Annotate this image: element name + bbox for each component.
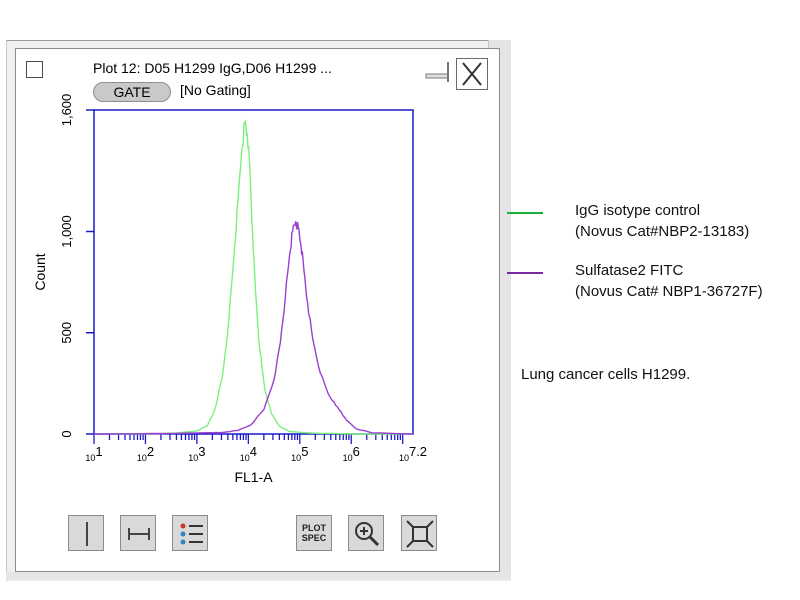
- minimize-icon[interactable]: [424, 60, 452, 84]
- close-icon[interactable]: [456, 58, 488, 90]
- fit-to-window-icon: [406, 520, 434, 548]
- x-tick-label: 106: [343, 444, 360, 463]
- x-tick-label: 102: [137, 444, 154, 463]
- y-axis-title: Count: [32, 253, 48, 290]
- x-tick-label: 107.2: [399, 444, 427, 463]
- x-tick-label: 104: [240, 444, 257, 463]
- x-axis-title: FL1-A: [234, 469, 273, 485]
- range-icon: [128, 528, 150, 540]
- y-tick-label: 1,600: [59, 94, 74, 127]
- x-tick-label: 101: [85, 444, 102, 463]
- legend-entry-sulfatase: Sulfatase2 FITC (Novus Cat# NBP1-36727F): [575, 260, 763, 302]
- y-tick-label: 1,000: [59, 215, 74, 248]
- zoom-button[interactable]: [348, 515, 384, 551]
- plot-title: Plot 12: D05 H1299 IgG,D06 H1299 ...: [93, 60, 332, 76]
- list-icon: [180, 523, 203, 545]
- legend-swatch-igg: [507, 212, 543, 214]
- legend-sulfatase-catalog: (Novus Cat# NBP1-36727F): [575, 283, 763, 300]
- fit-button[interactable]: [401, 515, 437, 551]
- legend-sulfatase-label: Sulfatase2 FITC: [575, 262, 684, 279]
- cell-line-note: Lung cancer cells H1299.: [521, 366, 691, 383]
- legend-igg-label: IgG isotype control: [575, 202, 701, 219]
- plot-spec-label-bottom: SPEC: [301, 533, 327, 543]
- legend-swatch-sulfatase: [507, 272, 543, 274]
- panel-bottom-edge: [6, 572, 510, 580]
- plot-spec-icon: PLOT SPEC: [299, 523, 329, 543]
- select-checkbox[interactable]: [26, 61, 43, 78]
- zoom-in-icon: [355, 522, 380, 547]
- list-button[interactable]: [172, 515, 208, 551]
- gate-button[interactable]: GATE: [93, 82, 171, 102]
- histogram-series-0: [93, 119, 413, 435]
- plot-spec-button[interactable]: PLOT SPEC: [296, 515, 332, 551]
- x-tick-label: 105: [291, 444, 308, 463]
- range-gate-button[interactable]: [120, 515, 156, 551]
- plot-frame: [93, 109, 414, 435]
- legend-entry-igg: IgG isotype control (Novus Cat#NBP2-1318…: [575, 200, 749, 242]
- vertical-line-icon: [86, 522, 88, 546]
- legend-igg-catalog: (Novus Cat#NBP2-13183): [575, 223, 750, 240]
- plot-spec-label-top: PLOT: [302, 523, 326, 533]
- vertical-gate-button[interactable]: [68, 515, 104, 551]
- y-tick-label: 500: [59, 322, 74, 344]
- gating-status: [No Gating]: [180, 82, 251, 98]
- histogram-series-1: [93, 221, 414, 435]
- x-tick-label: 103: [188, 444, 205, 463]
- y-tick-label: 0: [59, 430, 74, 437]
